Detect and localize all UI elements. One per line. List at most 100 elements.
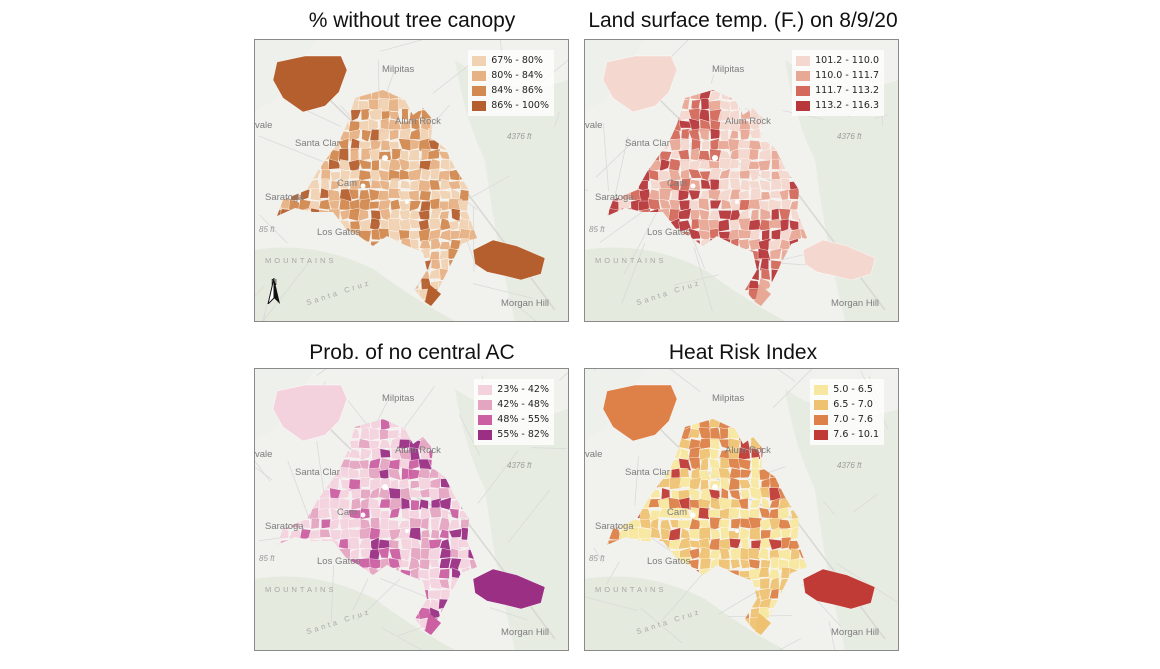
legend-swatch [814, 399, 829, 410]
legend-item: 7.0 - 7.6 [814, 412, 879, 427]
map-panel-heat-risk-index: Milpitas Alum Rock Santa Clar vale Cam Sarato… [584, 368, 899, 651]
place-label-elev-85: 85 ft [259, 554, 275, 563]
place-label-milpitas: Milpitas [712, 64, 745, 75]
legend-swatch [472, 55, 487, 66]
place-label-santa-clara: Santa Clar [295, 138, 340, 149]
legend-swatch [814, 384, 829, 395]
place-label-saratoga: Saratoga [265, 521, 304, 532]
place-label-elev-4376: 4376 ft [507, 461, 532, 470]
legend-label: 86% - 100% [491, 100, 549, 111]
legend-swatch [478, 384, 493, 395]
place-label-mountains: MOUNTAINS [595, 256, 667, 265]
legend-label: 111.7 - 113.2 [815, 85, 879, 96]
legend-swatch [478, 414, 493, 425]
place-label-saratoga: Saratoga [265, 192, 304, 203]
legend-label: 6.5 - 7.0 [833, 399, 873, 410]
legend-swatch [472, 70, 487, 81]
map-frame[interactable]: Milpitas Alum Rock Santa Clar vale Cam Sarato… [584, 39, 899, 322]
place-label-los-gatos: Los Gatos [317, 556, 361, 567]
place-label-elev-4376: 4376 ft [507, 132, 532, 141]
panel-title-no-central-ac: Prob. of no central AC [309, 341, 515, 364]
place-label-elev-85: 85 ft [259, 225, 275, 234]
legend-item: 42% - 48% [478, 397, 549, 412]
legend-label: 7.6 - 10.1 [833, 429, 879, 440]
place-label-elev-4376: 4376 ft [837, 461, 862, 470]
legend-swatch [814, 414, 829, 425]
panel-title-tree-canopy: % without tree canopy [308, 9, 516, 32]
place-label-cam: Cam [667, 178, 688, 189]
legend-label: 23% - 42% [497, 384, 549, 395]
place-label-milpitas: Milpitas [382, 64, 415, 75]
panel-title-heat-risk-index: Heat Risk Index [668, 341, 818, 364]
legend-swatch [478, 429, 493, 440]
legend-swatch [796, 85, 811, 96]
place-label-alum-rock: Alum Rock [725, 116, 771, 127]
legend-label: 42% - 48% [497, 399, 549, 410]
legend-swatch [472, 85, 487, 96]
legend-label: 48% - 55% [497, 414, 549, 425]
place-label-santa-clara: Santa Clar [295, 467, 340, 478]
place-label-vale: vale [255, 449, 273, 460]
place-label-los-gatos: Los Gatos [647, 556, 691, 567]
place-label-cam: Cam [667, 507, 688, 518]
place-label-milpitas: Milpitas [712, 393, 745, 404]
place-label-vale: vale [255, 120, 273, 131]
place-label-cam: Cam [337, 507, 358, 518]
place-label-saratoga: Saratoga [595, 521, 634, 532]
map-frame[interactable]: Milpitas Alum Rock Santa Clar vale Cam Sarato… [254, 368, 569, 651]
legend-label: 80% - 84% [491, 70, 543, 81]
legend-item: 48% - 55% [478, 412, 549, 427]
map-legend: 101.2 - 110.0 110.0 - 111.7 111.7 - 113.2 1… [792, 50, 884, 116]
place-label-morgan-hill: Morgan Hill [501, 298, 550, 309]
place-label-morgan-hill: Morgan Hill [831, 298, 880, 309]
legend-swatch [478, 399, 493, 410]
map-svg [255, 369, 568, 650]
place-label-morgan-hill: Morgan Hill [501, 627, 550, 638]
place-label-santa-clara: Santa Clar [625, 138, 670, 149]
legend-label: 101.2 - 110.0 [815, 55, 879, 66]
legend-item: 67% - 80% [472, 53, 549, 68]
place-label-alum-rock: Alum Rock [395, 445, 441, 456]
legend-label: 110.0 - 111.7 [815, 70, 879, 81]
legend-item: 80% - 84% [472, 68, 549, 83]
map-panel-land-surface-temp: Milpitas Alum Rock Santa Clar vale Cam Sarato… [584, 39, 899, 322]
map-legend: 5.0 - 6.5 6.5 - 7.0 7.0 - 7.6 7.6 - 10.1 [810, 379, 884, 445]
place-label-elev-85: 85 ft [589, 554, 605, 563]
legend-swatch [814, 429, 829, 440]
legend-item: 111.7 - 113.2 [796, 83, 879, 98]
map-svg [585, 369, 898, 650]
legend-item: 7.6 - 10.1 [814, 427, 879, 442]
place-label-los-gatos: Los Gatos [647, 227, 691, 238]
place-label-mountains: MOUNTAINS [595, 585, 667, 594]
map-legend: 23% - 42% 42% - 48% 48% - 55% 55% - 82% [474, 379, 554, 445]
legend-swatch [796, 55, 811, 66]
legend-item: 6.5 - 7.0 [814, 397, 879, 412]
panel-title-land-surface-temp: Land surface temp. (F.) on 8/9/20 [588, 9, 898, 32]
place-label-milpitas: Milpitas [382, 393, 415, 404]
legend-item: 84% - 86% [472, 83, 549, 98]
map-panel-no-central-ac: Milpitas Alum Rock Santa Clar vale Cam Sarato… [254, 368, 569, 651]
place-label-mountains: MOUNTAINS [265, 585, 337, 594]
legend-swatch [472, 100, 487, 111]
place-label-los-gatos: Los Gatos [317, 227, 361, 238]
map-frame[interactable]: Milpitas Alum Rock Santa Clar vale Cam Sarato… [254, 39, 569, 322]
legend-item: 101.2 - 110.0 [796, 53, 879, 68]
place-label-morgan-hill: Morgan Hill [831, 627, 880, 638]
map-frame[interactable]: Milpitas Alum Rock Santa Clar vale Cam Sarato… [584, 368, 899, 651]
legend-label: 67% - 80% [491, 55, 543, 66]
legend-label: 113.2 - 116.3 [815, 100, 879, 111]
place-label-cam: Cam [337, 178, 358, 189]
place-label-vale: vale [585, 449, 603, 460]
north-arrow-icon: N [267, 278, 281, 304]
map-panel-tree-canopy: Milpitas Alum Rock Santa Clar vale Cam Sarato… [254, 39, 569, 322]
legend-label: 55% - 82% [497, 429, 549, 440]
legend-label: 7.0 - 7.6 [833, 414, 873, 425]
place-label-elev-85: 85 ft [589, 225, 605, 234]
place-label-saratoga: Saratoga [595, 192, 634, 203]
legend-swatch [796, 100, 811, 111]
legend-swatch [796, 70, 811, 81]
legend-item: 113.2 - 116.3 [796, 98, 879, 113]
legend-item: 110.0 - 111.7 [796, 68, 879, 83]
place-label-alum-rock: Alum Rock [725, 445, 771, 456]
legend-label: 84% - 86% [491, 85, 543, 96]
